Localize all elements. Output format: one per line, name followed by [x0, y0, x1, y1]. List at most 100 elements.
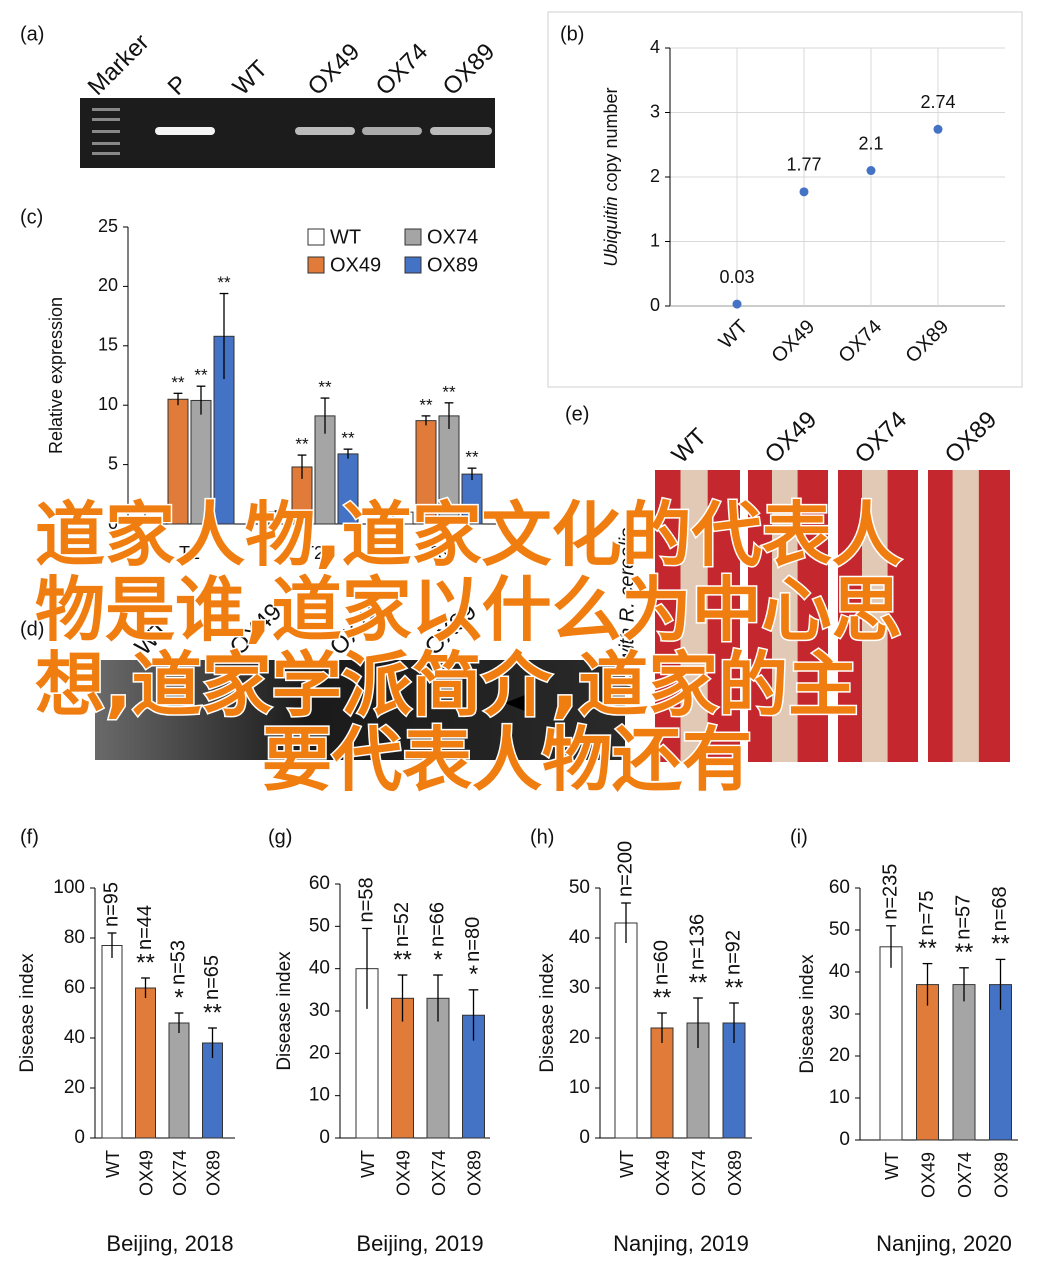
- y-axis-title: Relative expression: [46, 297, 66, 454]
- legend-swatch: [404, 228, 422, 246]
- data-point: [866, 166, 876, 176]
- n-label: n=200: [614, 841, 636, 897]
- gel-band: [295, 127, 355, 135]
- significance: *: [433, 946, 442, 973]
- bar: [650, 1027, 674, 1139]
- y-tick-label: 20: [64, 1077, 85, 1098]
- y-tick-label: 20: [829, 1045, 850, 1066]
- marker-band: [92, 142, 120, 145]
- x-tick-label: OX74: [835, 316, 887, 368]
- lane-label: WT: [667, 423, 713, 469]
- x-axis-title: Nanjing, 2020: [876, 1231, 1012, 1256]
- x-tick-label: OX89: [725, 1150, 745, 1196]
- lane-label: P: [163, 70, 193, 100]
- panel-label: (c): [20, 206, 43, 228]
- y-tick-label: 0: [319, 1127, 330, 1148]
- y-tick-label: 20: [569, 1027, 590, 1048]
- significance: **: [465, 448, 479, 467]
- significance: **: [341, 429, 355, 448]
- lane-label: OX89: [438, 38, 500, 100]
- significance: **: [419, 395, 433, 414]
- significance: **: [393, 946, 412, 973]
- x-tick-label: T3: [427, 543, 448, 563]
- n-label: n=44: [134, 905, 156, 950]
- n-label: n=80: [462, 917, 484, 962]
- y-tick-label: 0: [74, 1127, 85, 1148]
- x-tick-label: OX89: [991, 1152, 1011, 1198]
- data-label: 2.1: [858, 133, 883, 153]
- y-tick-label: 40: [64, 1027, 85, 1048]
- significance: **: [194, 366, 208, 385]
- stem: [952, 470, 979, 762]
- data-point: [732, 299, 742, 309]
- gel-band: [362, 127, 422, 135]
- n-label: n=57: [952, 895, 974, 940]
- y-tick-label: 30: [829, 1003, 850, 1024]
- data-point: [933, 124, 943, 134]
- n-label: n=53: [167, 940, 189, 985]
- y-tick-label: 40: [309, 958, 330, 979]
- y-axis-title: Disease index: [797, 954, 818, 1074]
- panel-label: (b): [560, 23, 584, 45]
- y-tick-label: 0: [839, 1129, 850, 1150]
- x-tick-label: WT: [358, 1150, 378, 1178]
- x-tick-label: OX74: [955, 1152, 975, 1198]
- panel-b-frame: [547, 11, 1023, 388]
- bar: [101, 945, 123, 1139]
- y-tick-label: 50: [829, 919, 850, 940]
- y-tick-label: 60: [64, 977, 85, 998]
- y-axis-title: Disease index: [17, 953, 38, 1073]
- significance: **: [918, 935, 937, 962]
- significance: **: [203, 999, 222, 1026]
- legend-swatch: [404, 256, 422, 274]
- arrowhead: [505, 693, 530, 713]
- data-label: 2.74: [920, 92, 955, 112]
- x-tick-label: T1: [179, 543, 200, 563]
- bar: [135, 987, 156, 1139]
- bar: [916, 984, 939, 1141]
- y-tick-label: 0: [579, 1127, 590, 1148]
- data-point: [799, 187, 809, 197]
- y-axis-title: Ubiquitin copy number: [601, 87, 621, 266]
- lane-label: OX49: [303, 38, 365, 100]
- y-tick-label: 60: [309, 873, 330, 894]
- y-axis-title: Disease index: [274, 951, 295, 1071]
- y-tick-label: 50: [569, 877, 590, 898]
- gel-a: [80, 98, 495, 168]
- significance: **: [171, 373, 185, 392]
- y-tick-label: 100: [53, 877, 85, 898]
- n-label: n=235: [879, 864, 901, 920]
- stem: [862, 470, 888, 762]
- panel-label: (e): [565, 403, 589, 425]
- marker-band: [92, 152, 120, 155]
- bar: [952, 984, 976, 1141]
- gel-band: [430, 127, 492, 135]
- y-axis-title-italic: Ubiquitin: [601, 197, 621, 267]
- lane-label: OX74: [371, 38, 433, 100]
- y-tick-label: 40: [829, 961, 850, 982]
- x-tick-label: WT: [103, 1150, 123, 1178]
- x-tick-label: OX49: [136, 1150, 156, 1196]
- y-tick-label: 3: [650, 101, 660, 121]
- x-axis-title: Beijing, 2019: [356, 1231, 483, 1256]
- overlay-title: 物是谁,道家以什么为中心思: [35, 569, 902, 651]
- legend-swatch: [307, 256, 325, 274]
- x-axis-title: Beijing, 2018: [106, 1231, 233, 1256]
- data-label: 0.03: [719, 267, 754, 287]
- marker-band: [92, 130, 120, 133]
- panel-label: (h): [530, 826, 554, 848]
- stem: [772, 470, 798, 762]
- y-tick-label: 20: [98, 275, 118, 295]
- data-label: 1.77: [786, 155, 821, 175]
- n-label: n=92: [722, 930, 744, 975]
- significance: **: [136, 949, 155, 976]
- x-axis-title: Nanjing, 2019: [613, 1231, 749, 1256]
- stem: [680, 470, 708, 762]
- y-tick-label: 60: [829, 877, 850, 898]
- x-tick-label: WT: [715, 316, 753, 354]
- panel-label: (f): [20, 826, 39, 848]
- lane-label: OX49: [760, 406, 822, 468]
- significance: **: [442, 382, 456, 401]
- n-label: n=66: [426, 902, 448, 947]
